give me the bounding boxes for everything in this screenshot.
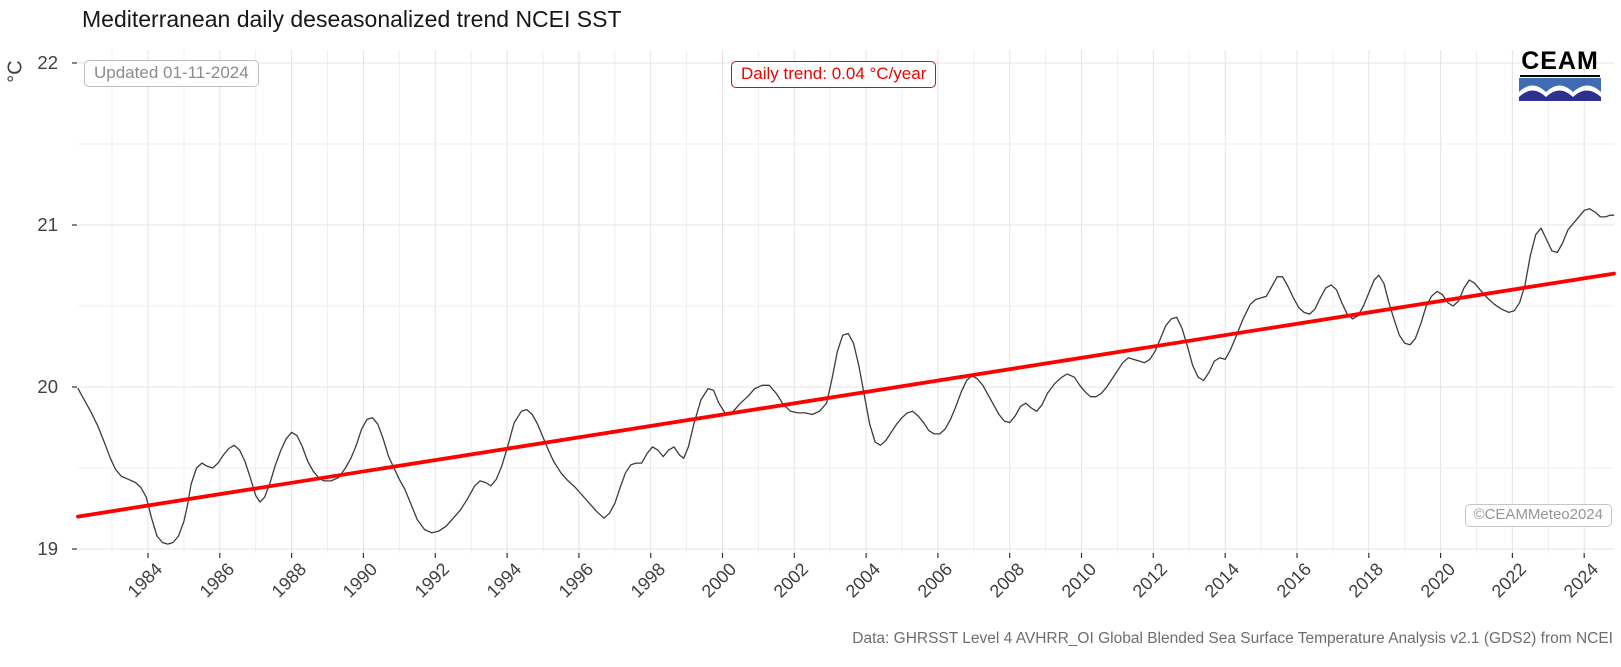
y-tick-label-21: 21 xyxy=(37,213,58,235)
data-source-caption: Data: GHRSST Level 4 AVHRR_OI Global Ble… xyxy=(852,630,1613,647)
daily-trend-badge: Daily trend: 0.04 °C/year xyxy=(731,61,937,88)
trend-line xyxy=(76,271,1616,519)
updated-date-badge: Updated 01-11-2024 xyxy=(84,60,259,87)
ceam-logo: CEAM xyxy=(1517,48,1603,101)
copyright-watermark-badge: ©CEAMMeteo2024 xyxy=(1464,504,1612,527)
y-tick-label-20: 20 xyxy=(37,375,58,397)
sst-series-line xyxy=(77,208,1615,545)
chart-title: Mediterranean daily deseasonalized trend… xyxy=(82,6,622,32)
y-tick-label-19: 19 xyxy=(37,537,58,559)
ceam-logo-waves-icon xyxy=(1519,78,1601,101)
ceam-logo-text: CEAM xyxy=(1520,47,1600,77)
y-tick-label-22: 22 xyxy=(37,51,58,73)
